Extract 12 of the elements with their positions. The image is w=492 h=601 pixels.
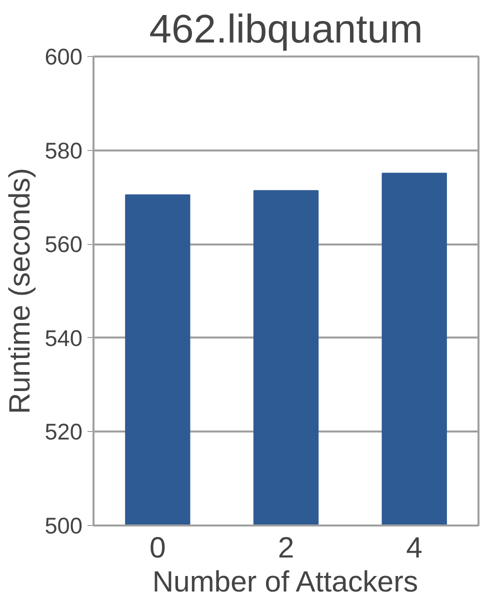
y-tick-label: 580 [44, 137, 83, 164]
x-tick-label: 2 [278, 532, 294, 564]
y-tick-label: 500 [44, 512, 83, 538]
y-tick-label: 560 [44, 231, 83, 258]
y-tick-label: 520 [44, 418, 83, 445]
y-tick-label: 540 [44, 324, 83, 351]
x-axis-title: Number of Attackers [152, 566, 418, 598]
chart-title: 462.libquantum [149, 8, 423, 52]
y-tick-label: 600 [44, 44, 83, 70]
x-tick-label: 4 [406, 532, 422, 564]
x-tick-label: 0 [150, 532, 166, 564]
y-axis-title: Runtime (seconds) [4, 168, 37, 414]
